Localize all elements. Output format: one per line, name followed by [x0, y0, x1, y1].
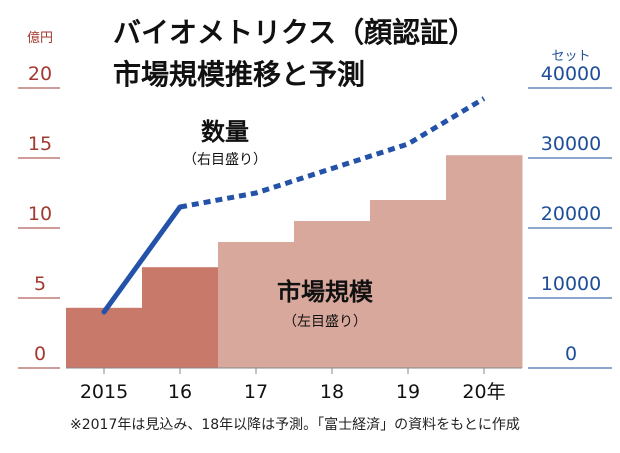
right-axis-tick-label: 30000 — [541, 133, 601, 155]
x-axis-tick-label: 17 — [244, 381, 268, 403]
right-axis-tick-label: 10000 — [541, 273, 601, 295]
bar — [446, 155, 523, 368]
x-axis-tick-label: 20年 — [462, 381, 505, 403]
x-axis: 2015 16 17 18 19 20年 — [80, 368, 506, 403]
line-series — [101, 96, 486, 315]
left-axis-unit: 億円 — [27, 30, 53, 46]
right-axis-tick-label: 20000 — [541, 203, 601, 225]
line-series-note: （右目盛り） — [183, 152, 267, 168]
left-axis-tick-label: 15 — [28, 133, 52, 155]
right-axis: 0 10000 20000 30000 40000 — [528, 63, 612, 369]
bar-series-name: 市場規模 — [277, 278, 374, 306]
footnote: ※2017年は見込み、18年以降は予測。「富士経済」の資料をもとに作成 — [70, 416, 520, 433]
x-axis-tick-label: 16 — [168, 381, 192, 403]
x-axis-tick-label: 19 — [396, 381, 420, 403]
chart-title-line2: 市場規模推移と予測 — [113, 58, 365, 91]
line-series-name: 数量 — [201, 118, 249, 146]
bar-series-note: （左目盛り） — [283, 314, 367, 330]
right-axis-tick-label: 40000 — [541, 63, 601, 85]
x-axis-tick-label: 18 — [320, 381, 344, 403]
left-axis-tick-label: 20 — [28, 63, 52, 85]
x-axis-tick-label: 2015 — [80, 381, 128, 403]
chart-title-line1: バイオメトリクス（顔認証） — [113, 16, 476, 49]
bar — [370, 200, 447, 368]
bar-series — [66, 155, 523, 368]
bar — [294, 221, 371, 368]
left-axis-tick-label: 5 — [34, 273, 46, 295]
bar — [142, 267, 219, 368]
bar — [66, 307, 143, 368]
left-axis-tick-label: 0 — [34, 343, 46, 365]
right-axis-tick-label: 0 — [565, 343, 577, 365]
bar — [218, 242, 295, 368]
line-series-actual — [101, 204, 183, 315]
left-axis: 0 5 10 15 20 — [18, 63, 60, 369]
left-axis-tick-label: 10 — [28, 203, 52, 225]
right-axis-unit: セット — [551, 49, 590, 64]
line-series-forecast — [179, 96, 486, 210]
